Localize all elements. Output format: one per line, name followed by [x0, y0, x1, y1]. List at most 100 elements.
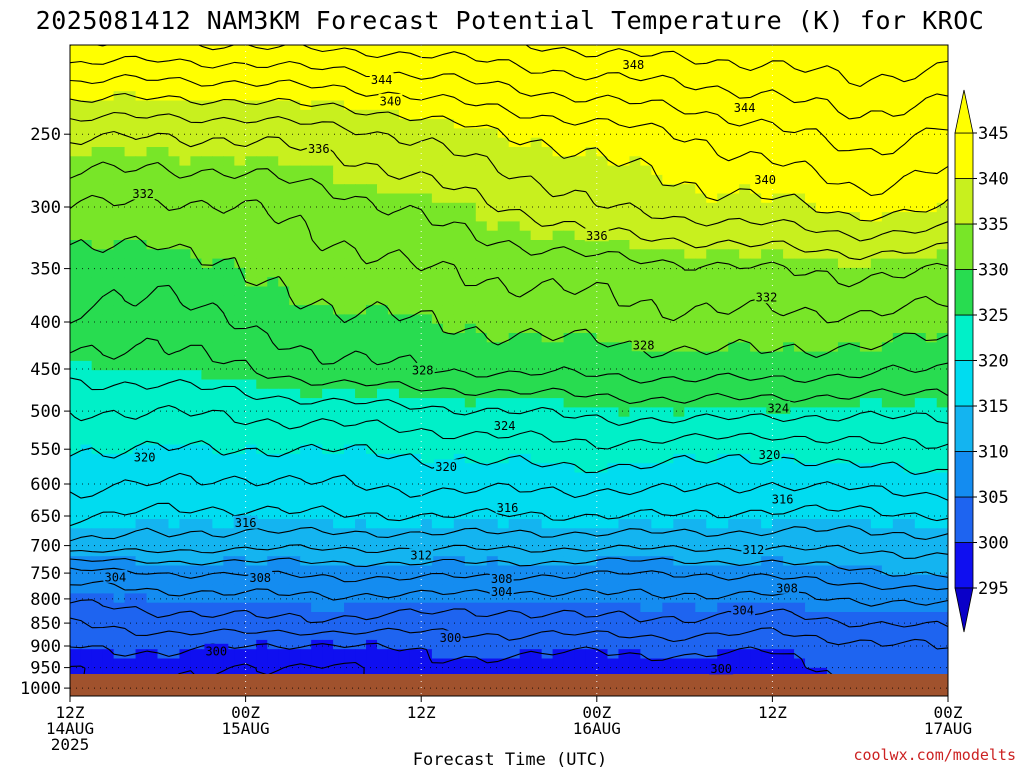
fill-cell	[772, 184, 784, 195]
fill-cell	[223, 202, 235, 213]
fill-cell	[914, 45, 927, 55]
fill-cell	[805, 463, 817, 474]
fill-cell	[245, 491, 257, 501]
fill-cell	[936, 147, 948, 157]
fill-cell	[870, 184, 883, 195]
fill-cell	[837, 230, 850, 241]
fill-cell	[453, 379, 466, 390]
fill-cell	[420, 72, 433, 83]
fill-cell	[420, 295, 433, 306]
fill-cell	[629, 100, 641, 111]
fill-cell	[355, 100, 367, 111]
fill-cell	[245, 72, 257, 83]
fill-cell	[135, 500, 148, 511]
fill-cell	[190, 453, 202, 464]
fill-cell	[629, 119, 641, 129]
fill-cell	[135, 593, 148, 604]
fill-cell	[146, 537, 159, 548]
fill-cell	[585, 463, 598, 474]
fill-cell	[201, 621, 213, 632]
fill-cell	[618, 463, 631, 474]
fill-cell	[387, 500, 400, 511]
fill-cell	[508, 398, 521, 408]
fill-cell	[618, 528, 631, 539]
fill-cell	[355, 221, 367, 232]
fill-cell	[563, 249, 576, 260]
fill-cell	[409, 128, 422, 139]
fill-cell	[563, 267, 576, 278]
fill-cell	[629, 602, 641, 613]
fill-cell	[563, 565, 576, 576]
fill-cell	[409, 565, 422, 576]
fill-cell	[585, 295, 598, 306]
fill-cell	[355, 91, 367, 102]
fill-cell	[816, 286, 828, 297]
fill-cell	[816, 323, 828, 334]
fill-cell	[146, 388, 159, 399]
fill-cell	[300, 537, 312, 548]
fill-cell	[322, 463, 334, 474]
fill-cell	[783, 528, 795, 539]
fill-cell	[70, 481, 82, 492]
fill-cell	[508, 174, 521, 185]
fill-cell	[289, 91, 301, 102]
fill-cell	[805, 342, 817, 353]
fill-cell	[903, 165, 916, 176]
fill-cell	[398, 426, 411, 436]
fill-cell	[717, 100, 729, 111]
fill-cell	[344, 528, 356, 539]
fill-cell	[629, 277, 641, 288]
fill-cell	[234, 314, 246, 325]
fill-cell	[596, 193, 609, 204]
fill-cell	[497, 81, 510, 92]
fill-cell	[837, 323, 850, 334]
fill-cell	[278, 463, 290, 474]
fill-cell	[453, 416, 466, 427]
fill-cell	[300, 528, 312, 539]
fill-cell	[903, 370, 916, 381]
fill-cell	[157, 323, 170, 334]
fill-cell	[190, 221, 202, 232]
fill-cell	[497, 184, 510, 195]
fill-cell	[278, 305, 290, 315]
fill-cell	[201, 565, 213, 576]
fill-cell	[508, 323, 521, 334]
fill-cell	[431, 202, 444, 213]
fill-cell	[201, 574, 213, 585]
fill-cell	[387, 72, 400, 83]
fill-cell	[859, 202, 872, 213]
fill-cell	[684, 212, 696, 222]
fill-cell	[256, 221, 268, 232]
fill-cell	[552, 491, 565, 501]
fill-cell	[552, 91, 565, 102]
fill-cell	[223, 45, 235, 55]
fill-cell	[190, 481, 202, 492]
fill-cell	[70, 435, 82, 446]
fill-cell	[826, 202, 839, 213]
fill-cell	[366, 137, 378, 148]
fill-cell	[223, 277, 235, 288]
fill-cell	[124, 593, 137, 604]
fill-cell	[278, 314, 290, 325]
fill-cell	[497, 453, 510, 464]
fill-cell	[761, 72, 773, 83]
fill-cell	[772, 305, 784, 315]
fill-cell	[486, 63, 499, 74]
fill-cell	[837, 63, 850, 74]
fill-cell	[212, 286, 224, 297]
fill-cell	[80, 267, 93, 278]
fill-cell	[431, 54, 444, 64]
fill-cell	[618, 509, 631, 520]
fill-cell	[903, 54, 916, 64]
fill-cell	[267, 435, 279, 446]
fill-cell	[377, 612, 389, 622]
fill-cell	[366, 370, 378, 381]
fill-cell	[398, 240, 411, 250]
fill-cell	[519, 249, 532, 260]
fill-cell	[80, 54, 93, 64]
fill-cell	[673, 91, 685, 102]
fill-cell	[366, 184, 378, 195]
fill-cell	[925, 370, 938, 381]
fill-cell	[355, 240, 367, 250]
fill-cell	[113, 240, 126, 250]
